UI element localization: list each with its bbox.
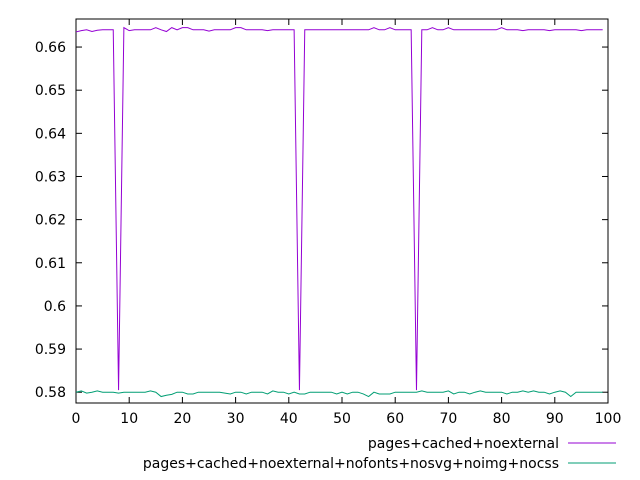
x-tick-label: 30 <box>227 411 245 427</box>
x-tick-label: 100 <box>595 411 622 427</box>
y-tick-label: 0.66 <box>35 40 66 56</box>
legend-label-1: pages+cached+noexternal <box>368 436 559 452</box>
y-tick-label: 0.6 <box>44 299 66 315</box>
x-tick-label: 60 <box>386 411 404 427</box>
y-tick-label: 0.64 <box>35 126 66 142</box>
series-line-2 <box>75 390 603 398</box>
x-tick-label: 40 <box>280 411 298 427</box>
x-tick-label: 80 <box>493 411 511 427</box>
x-tick-label: 70 <box>439 411 457 427</box>
x-tick-label: 20 <box>173 411 191 427</box>
legend-label-2: pages+cached+noexternal+nofonts+nosvg+no… <box>143 456 559 472</box>
plot-frame <box>75 18 609 404</box>
legend: pages+cached+noexternal pages+cached+noex… <box>143 436 616 472</box>
y-tick-label: 0.58 <box>35 385 66 401</box>
y-tick-label: 0.63 <box>35 169 66 185</box>
y-tick-label: 0.62 <box>35 213 66 229</box>
series-line-1 <box>75 26 603 391</box>
series-lines <box>75 26 603 398</box>
y-tick-label: 0.59 <box>35 342 66 358</box>
y-tick-label: 0.65 <box>35 83 66 99</box>
x-tick-label: 50 <box>333 411 351 427</box>
x-tick-label: 90 <box>546 411 564 427</box>
y-tick-label: 0.61 <box>35 256 66 272</box>
axis-ticks: 0 10 20 30 40 50 60 70 80 90 100 0.58 0.59 0.6 0.61 0.6… <box>35 19 622 427</box>
x-tick-label: 10 <box>120 411 138 427</box>
x-tick-label: 0 <box>72 411 81 427</box>
